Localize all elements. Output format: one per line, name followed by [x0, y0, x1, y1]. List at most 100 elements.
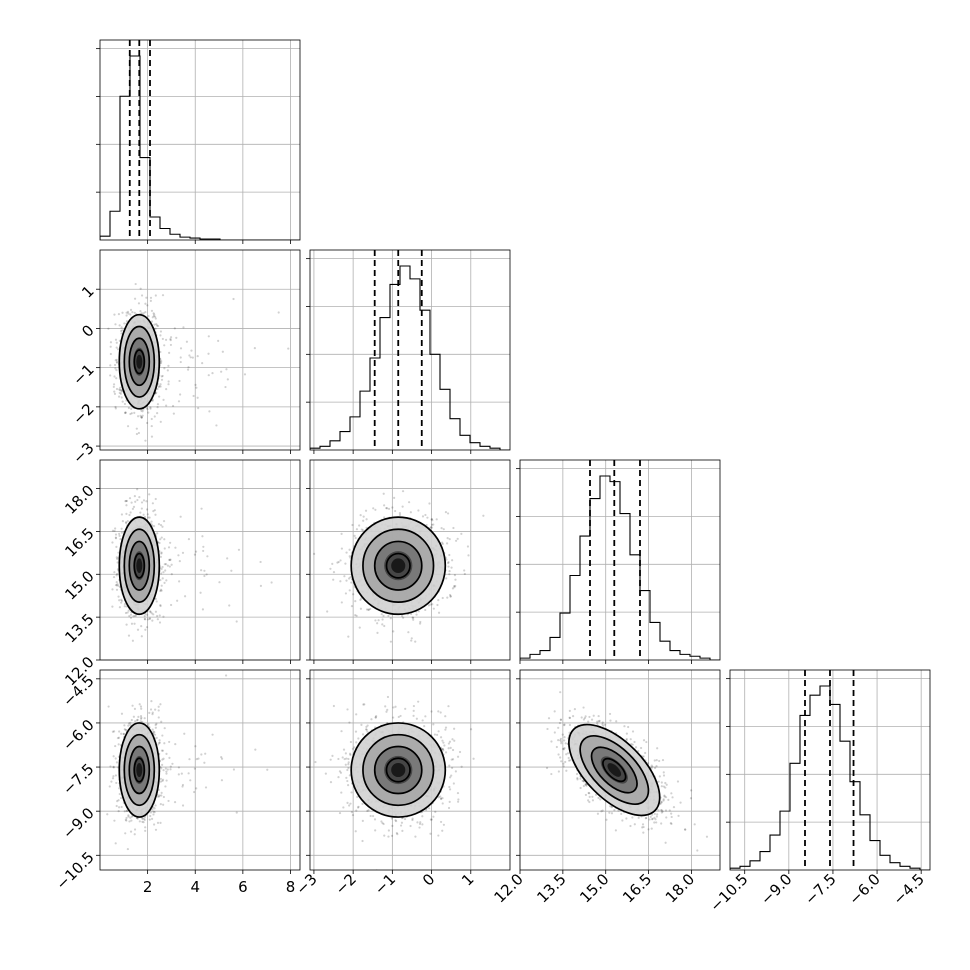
scatter-point: [140, 507, 143, 510]
scatter-point: [453, 574, 457, 577]
scatter-point: [362, 519, 365, 522]
scatter-point: [353, 534, 356, 537]
scatter-point: [154, 708, 157, 711]
scatter-point: [134, 500, 137, 503]
scatter-point: [161, 374, 164, 378]
scatter-point: [189, 779, 192, 782]
scatter-point: [160, 584, 163, 587]
scatter-point: [124, 611, 128, 615]
scatter-point: [195, 386, 198, 389]
scatter-point: [449, 595, 452, 598]
scatter-point: [144, 302, 147, 305]
scatter-point: [161, 577, 164, 580]
scatter-point: [340, 532, 343, 535]
scatter-point: [175, 336, 178, 339]
scatter-point: [130, 718, 133, 722]
scatter-point: [125, 311, 128, 314]
scatter-point: [120, 531, 123, 534]
scatter-point: [166, 768, 169, 771]
panel-frame: [99, 39, 301, 241]
scatter-point: [169, 337, 172, 341]
scatter-point: [167, 380, 170, 383]
scatter-point: [120, 527, 123, 530]
y-tick-label: 0: [78, 321, 97, 340]
density-panel-2-0: 12.013.515.016.518.0: [61, 459, 301, 689]
scatter-point: [159, 523, 163, 527]
scatter-point: [159, 334, 162, 337]
scatter-point: [400, 614, 404, 618]
scatter-point: [117, 799, 120, 802]
scatter-point: [146, 613, 149, 616]
scatter-point: [123, 810, 126, 813]
scatter-point: [115, 556, 118, 559]
scatter-point: [147, 516, 150, 519]
scatter-point: [125, 816, 128, 820]
scatter-point: [161, 294, 165, 297]
scatter-point: [401, 505, 404, 508]
histogram-panel-0: [96, 39, 301, 244]
scatter-point: [133, 614, 136, 618]
scatter-point: [197, 407, 200, 410]
scatter-point: [153, 731, 156, 734]
scatter-point: [133, 311, 136, 314]
scatter-point: [115, 588, 119, 591]
scatter-point: [115, 804, 118, 808]
scatter-point: [205, 573, 208, 576]
scatter-point: [110, 780, 113, 783]
scatter-point: [162, 398, 165, 401]
scatter-point: [120, 513, 124, 516]
scatter-point: [143, 617, 146, 620]
scatter-point: [118, 388, 121, 391]
scatter-point: [277, 311, 280, 314]
scatter-point: [140, 501, 144, 504]
scatter-point: [161, 337, 164, 341]
scatter-point: [441, 542, 444, 545]
scatter-point: [463, 572, 466, 576]
scatter-point: [441, 541, 444, 544]
scatter-point: [150, 817, 154, 820]
scatter-point: [160, 572, 163, 575]
scatter-point: [109, 364, 112, 367]
scatter-point: [156, 406, 159, 409]
scatter-point: [127, 722, 131, 725]
scatter-point: [154, 828, 158, 831]
scatter-point: [156, 532, 159, 535]
scatter-point: [118, 599, 121, 602]
scatter-point: [111, 777, 115, 780]
scatter-point: [340, 601, 343, 604]
scatter-point: [460, 532, 463, 535]
scatter-point: [169, 558, 172, 561]
scatter-point: [226, 557, 229, 560]
scatter-point: [128, 497, 132, 500]
scatter-point: [149, 610, 152, 613]
density-shade: [136, 558, 143, 573]
histogram-bars: [100, 55, 300, 240]
scatter-point: [154, 513, 157, 516]
scatter-point: [326, 610, 329, 613]
scatter-point: [202, 545, 205, 548]
density-content: [106, 674, 269, 851]
scatter-point: [402, 616, 405, 619]
scatter-point: [225, 368, 228, 371]
panel-frame: [99, 249, 301, 451]
histogram-panel-2: [516, 459, 721, 664]
scatter-point: [122, 733, 125, 736]
scatter-point: [339, 559, 342, 562]
scatter-point: [160, 359, 163, 363]
scatter-point: [167, 546, 171, 549]
scatter-point: [156, 614, 159, 618]
scatter-point: [436, 603, 439, 607]
scatter-point: [136, 498, 139, 502]
scatter-point: [141, 410, 144, 413]
scatter-point: [332, 578, 335, 581]
scatter-point: [177, 400, 181, 403]
scatter-point: [154, 327, 157, 330]
scatter-point: [348, 555, 351, 558]
scatter-point: [235, 620, 238, 623]
scatter-point: [144, 628, 147, 631]
contour-line: [133, 349, 146, 375]
scatter-point: [127, 406, 130, 410]
scatter-point: [125, 819, 128, 822]
scatter-point: [152, 525, 156, 528]
scatter-point: [137, 431, 141, 435]
